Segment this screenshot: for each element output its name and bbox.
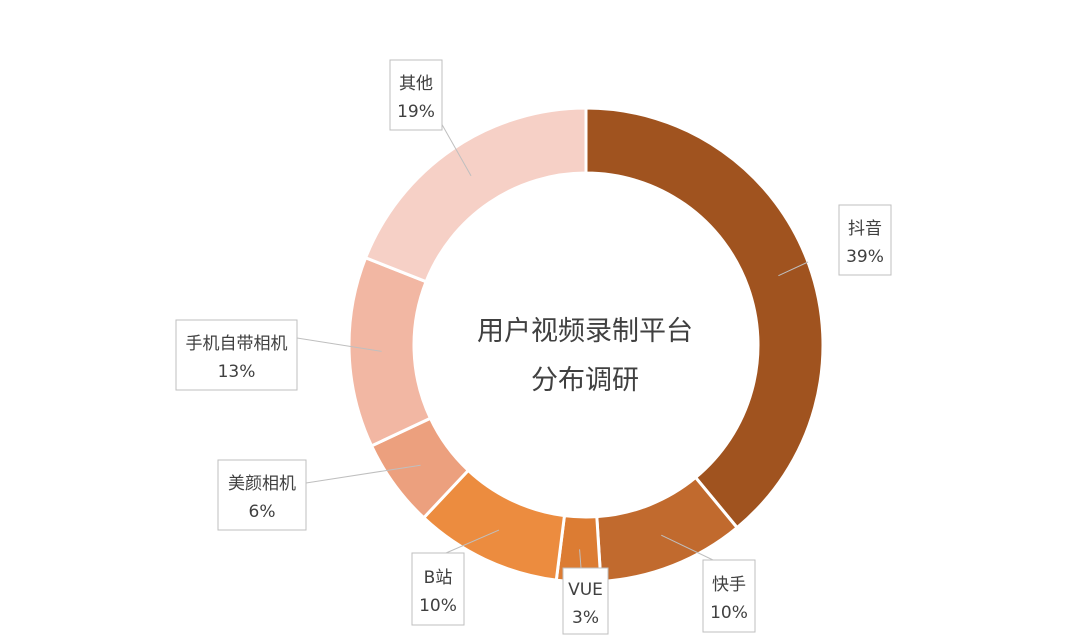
center-title-line-2: 分布调研 xyxy=(531,365,639,396)
label-box-手机自带相机 xyxy=(175,319,298,391)
label-value-手机自带相机: 13% xyxy=(218,362,256,382)
label-value-VUE: 3% xyxy=(572,608,599,628)
label-box-B站 xyxy=(411,552,465,626)
leader-line-手机自带相机 xyxy=(296,337,382,352)
slice-抖音 xyxy=(584,106,825,530)
label-name-其他: 其他 xyxy=(399,74,433,94)
leader-lines xyxy=(296,120,809,569)
center-title-line-1: 用户视频录制平台 xyxy=(477,316,693,347)
label-box-VUE xyxy=(562,567,609,635)
label-value-美颜相机: 6% xyxy=(249,502,276,522)
label-name-抖音: 抖音 xyxy=(848,219,882,239)
label-name-美颜相机: 美颜相机 xyxy=(228,474,296,494)
label-box-快手 xyxy=(702,559,756,633)
label-value-B站: 10% xyxy=(419,596,457,616)
label-box-抖音 xyxy=(838,204,892,276)
label-name-B站: B站 xyxy=(424,568,453,588)
label-value-快手: 10% xyxy=(710,603,748,623)
label-value-其他: 19% xyxy=(397,102,435,122)
leader-line-VUE xyxy=(579,549,582,569)
slice-其他 xyxy=(363,106,588,284)
donut-slices xyxy=(347,106,825,584)
leader-line-美颜相机 xyxy=(305,464,421,484)
label-value-抖音: 39% xyxy=(846,247,884,267)
leader-line-抖音 xyxy=(778,261,809,277)
label-box-美颜相机 xyxy=(217,459,307,531)
label-name-手机自带相机: 手机自带相机 xyxy=(186,334,288,354)
data-labels: 抖音 39% 快手 10% VUE 3% B站 10% 美颜相机 6% 手机自带相机 13% 其他 19% xyxy=(175,59,892,635)
leader-line-其他 xyxy=(439,120,472,177)
label-name-快手: 快手 xyxy=(712,575,746,595)
leader-line-B站 xyxy=(445,529,500,554)
leader-line-快手 xyxy=(661,534,714,561)
label-box-其他 xyxy=(389,59,443,131)
label-name-VUE: VUE xyxy=(568,580,603,600)
slice-手机自带相机 xyxy=(347,255,433,448)
